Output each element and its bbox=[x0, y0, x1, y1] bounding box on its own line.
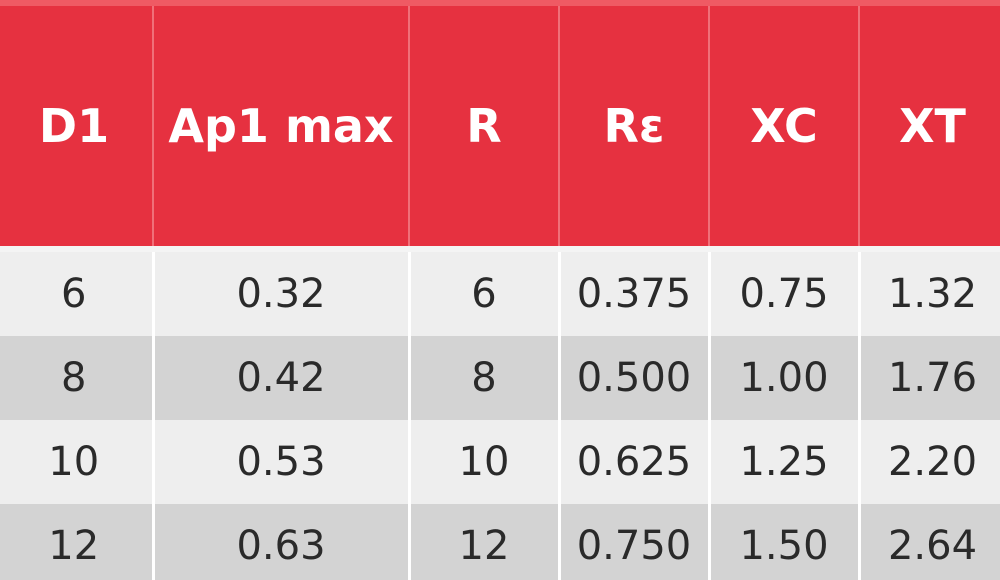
table-cell: 8 bbox=[0, 336, 155, 420]
table-cell: 0.500 bbox=[557, 336, 711, 420]
table-row: 8 0.42 8 0.500 1.00 1.76 bbox=[0, 336, 1000, 420]
table-cell: 1.32 bbox=[857, 246, 1000, 336]
table-cell: 0.625 bbox=[557, 420, 711, 504]
table-cell: 0.42 bbox=[151, 336, 411, 420]
column-header-xc: XC bbox=[708, 0, 860, 249]
table-header: D1 Ap1 max R Rε XC XT bbox=[0, 0, 1000, 249]
table-cell: 0.53 bbox=[151, 420, 411, 504]
table-cell: 12 bbox=[0, 504, 155, 580]
table-cell: 10 bbox=[407, 420, 561, 504]
table-cell: 1.50 bbox=[707, 504, 861, 580]
column-header-r-epsilon: Rε bbox=[558, 0, 710, 249]
column-header-ap1-max: Ap1 max bbox=[152, 0, 410, 249]
table-cell: 12 bbox=[407, 504, 561, 580]
table-cell: 2.64 bbox=[857, 504, 1000, 580]
table-cell: 0.32 bbox=[151, 246, 411, 336]
table-cell: 0.63 bbox=[151, 504, 411, 580]
table-cell: 1.25 bbox=[707, 420, 861, 504]
table-row: 12 0.63 12 0.750 1.50 2.64 bbox=[0, 504, 1000, 580]
header-row: D1 Ap1 max R Rε XC XT bbox=[0, 0, 1000, 249]
column-header-xt: XT bbox=[858, 0, 1000, 249]
column-header-r: R bbox=[408, 0, 560, 249]
table-cell: 0.375 bbox=[557, 246, 711, 336]
table-cell: 6 bbox=[407, 246, 561, 336]
table-cell: 0.750 bbox=[557, 504, 711, 580]
table-cell: 1.76 bbox=[857, 336, 1000, 420]
table-row: 10 0.53 10 0.625 1.25 2.20 bbox=[0, 420, 1000, 504]
table-body: 6 0.32 6 0.375 0.75 1.32 8 0.42 8 0.500 … bbox=[0, 246, 1000, 580]
table-cell: 0.75 bbox=[707, 246, 861, 336]
table-cell: 1.00 bbox=[707, 336, 861, 420]
column-header-d1: D1 bbox=[0, 0, 154, 249]
table-cell: 10 bbox=[0, 420, 155, 504]
table-row: 6 0.32 6 0.375 0.75 1.32 bbox=[0, 246, 1000, 336]
table-cell: 8 bbox=[407, 336, 561, 420]
table-cell: 6 bbox=[0, 246, 155, 336]
table-cell: 2.20 bbox=[857, 420, 1000, 504]
